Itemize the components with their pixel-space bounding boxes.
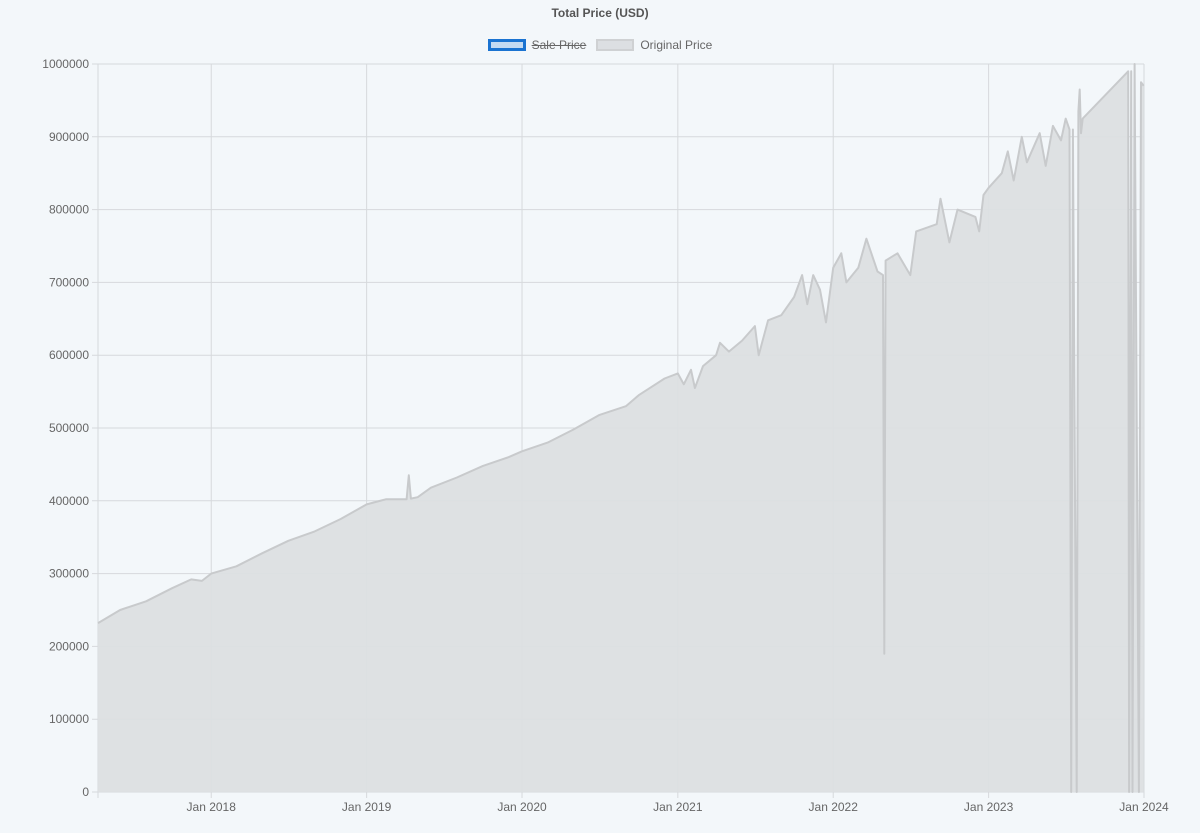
y-tick-label: 0 [82, 785, 89, 799]
x-tick-label: Jan 2023 [964, 800, 1014, 814]
legend-item-sale-price[interactable]: Sale Price [487, 38, 587, 52]
legend-swatch-sale-price [487, 39, 526, 51]
x-tick-label: Jan 2018 [187, 800, 237, 814]
legend-label-original-price: Original Price [640, 38, 713, 52]
legend: Sale Price Original Price [0, 38, 1200, 52]
x-tick-label: Jan 2024 [1119, 800, 1169, 814]
x-tick-label: Jan 2019 [342, 800, 392, 814]
x-tick-label: Jan 2022 [809, 800, 859, 814]
y-tick-label: 900000 [49, 130, 89, 144]
y-tick-label: 700000 [49, 275, 89, 289]
y-tick-label: 300000 [49, 567, 89, 581]
chart-title: Total Price (USD) [551, 6, 649, 20]
x-tick-label: Jan 2021 [653, 800, 703, 814]
y-tick-label: 800000 [49, 203, 89, 217]
series-area-original-price [98, 64, 1144, 792]
y-tick-label: 100000 [49, 712, 89, 726]
legend-label-sale-price: Sale Price [531, 38, 587, 52]
y-tick-label: 600000 [49, 348, 89, 362]
y-tick-label: 500000 [49, 421, 89, 435]
series-line-original-price [97, 63, 1145, 793]
y-tick-label: 200000 [49, 639, 89, 653]
y-tick-label: 1000000 [42, 57, 89, 71]
legend-swatch-original-price [596, 39, 635, 51]
legend-item-original-price[interactable]: Original Price [596, 38, 712, 52]
x-tick-label: Jan 2020 [497, 800, 547, 814]
y-tick-label: 400000 [49, 494, 89, 508]
